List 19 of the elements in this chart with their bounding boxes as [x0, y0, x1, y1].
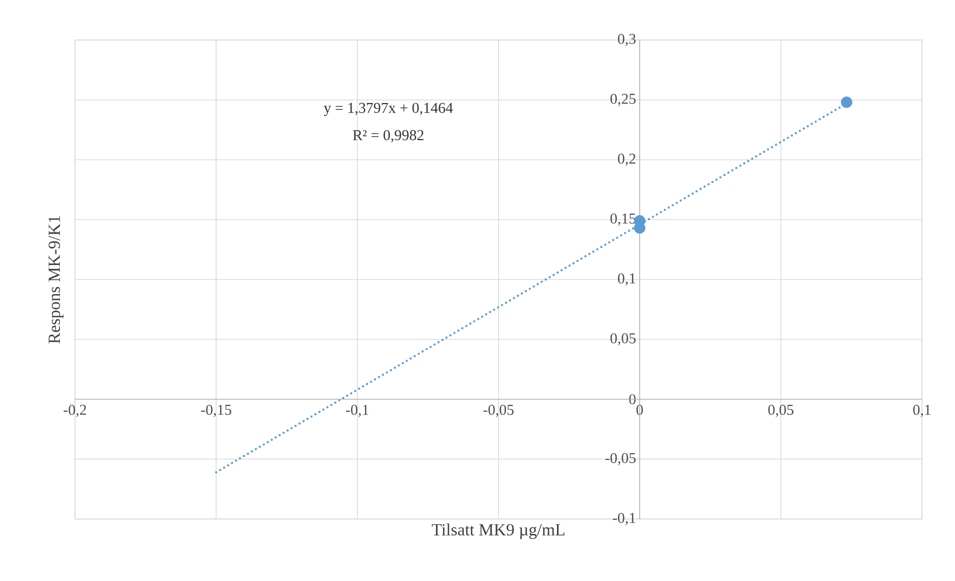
point: [840, 96, 852, 108]
y-tick-label: 0,2: [618, 154, 636, 166]
x-tick-label: -0,15: [201, 404, 232, 418]
x-tick-label: 0,05: [768, 404, 794, 418]
x-tick-label: -0,1: [346, 404, 368, 418]
y-tick-label: -0,1: [612, 512, 636, 526]
x-axis-title: Tilsatt MK9 µg/mL: [432, 524, 564, 539]
annotation: R² = 0,9982: [352, 130, 424, 142]
y-tick-label: 0,25: [610, 94, 636, 106]
x-tick-label: 0: [636, 404, 643, 415]
x-tick-label: -0,05: [483, 404, 514, 418]
x-tick-label: 0,1: [913, 404, 930, 418]
y-tick-label: 0,1: [618, 273, 636, 286]
y-tick-label: 0,3: [618, 34, 636, 46]
annotation: y = 1,3797x + 0,1464: [324, 102, 453, 116]
x-tick-label: -0,2: [64, 404, 86, 418]
y-tick-label: 0,05: [610, 333, 636, 346]
y-axis-title: Respons MK-9/K1: [48, 216, 64, 344]
y-tick-label: -0,05: [605, 452, 636, 466]
